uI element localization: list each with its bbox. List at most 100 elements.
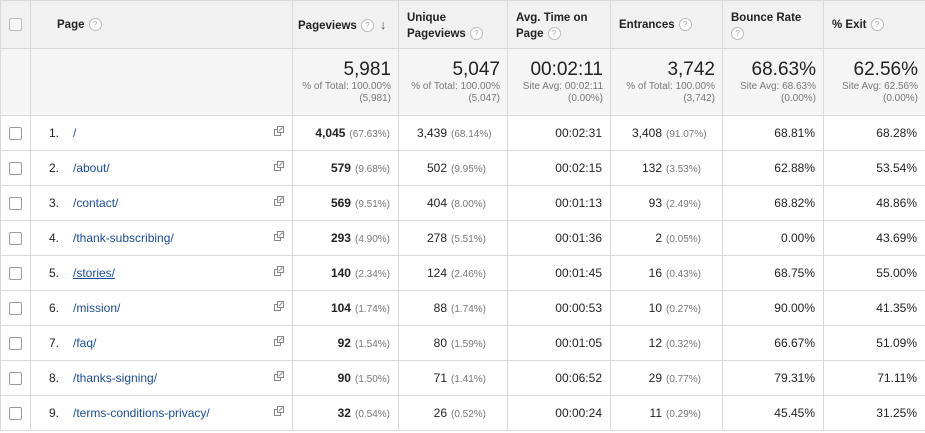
help-icon[interactable]: ? [678, 18, 692, 32]
entrances-cell: 29 (0.77%) [610, 360, 723, 396]
page-link[interactable]: /about/ [73, 161, 110, 175]
pageviews-percent: (2.34%) [354, 269, 390, 280]
header-pageviews[interactable]: Pageviews? ↓ [292, 0, 399, 49]
row-select-cell [0, 220, 31, 256]
page-cell: 7. /faq/ [30, 325, 293, 361]
row-number: 2. [48, 161, 59, 175]
unique-pageviews-cell: 80 (1.59%) [398, 325, 508, 361]
header-avg-time[interactable]: Avg. Time on Page? [507, 0, 611, 49]
header-entrances[interactable]: Entrances? [610, 0, 723, 49]
total-entrances-sub: % of Total: 100.00% (3,742) [626, 81, 715, 104]
open-external-icon[interactable] [274, 336, 284, 346]
exit-value: 48.86% [876, 196, 917, 210]
page-cell: 3. /contact/ [30, 185, 293, 221]
help-icon[interactable]: ? [88, 18, 102, 32]
exit-cell: 51.09% [823, 325, 925, 361]
pageviews-cell: 32 (0.54%) [292, 395, 399, 431]
header-unique-pageviews[interactable]: Unique Pageviews? [398, 0, 508, 49]
open-external-icon[interactable] [274, 196, 284, 206]
header-page-label: Page [57, 19, 85, 31]
sort-descending-icon[interactable]: ↓ [379, 17, 387, 32]
entrances-value: 29 [648, 371, 662, 385]
bounce-rate-cell: 79.31% [722, 360, 824, 396]
help-icon[interactable]: ? [870, 18, 884, 32]
table-row: 1. / 4,045 (67.63%) 3,439 (68.14%) 00:02:31… [0, 115, 925, 151]
row-checkbox[interactable] [9, 232, 22, 246]
help-icon[interactable]: ? [360, 19, 374, 33]
page-link[interactable]: /contact/ [73, 196, 119, 210]
exit-value: 51.09% [876, 336, 917, 350]
open-external-icon[interactable] [274, 161, 284, 171]
avg-time-value: 00:02:15 [555, 161, 602, 175]
row-number: 1. [48, 126, 59, 140]
entrances-cell: 132 (3.53%) [610, 150, 723, 186]
pageviews-percent: (1.50%) [354, 374, 390, 385]
page-link[interactable]: /thank-subscribing/ [73, 231, 174, 245]
row-checkbox[interactable] [9, 127, 22, 141]
row-checkbox[interactable] [9, 197, 22, 211]
unique-pageviews-percent: (1.41%) [451, 374, 487, 385]
page-link[interactable]: /mission/ [73, 301, 121, 315]
entrances-percent: (0.32%) [666, 339, 702, 350]
table-row: 2. /about/ 579 (9.68%) 502 (9.95%) 00:02:15… [0, 150, 925, 186]
row-checkbox[interactable] [9, 302, 22, 316]
bounce-rate-cell: 68.82% [722, 185, 824, 221]
avg-time-cell: 00:02:31 [507, 115, 611, 151]
avg-time-value: 00:02:31 [555, 126, 602, 140]
row-select-cell [0, 325, 31, 361]
bounce-rate-value: 90.00% [774, 301, 815, 315]
unique-pageviews-value: 124 [426, 266, 447, 280]
unique-pageviews-cell: 124 (2.46%) [398, 255, 508, 291]
avg-time-cell: 00:01:36 [507, 220, 611, 256]
header-page[interactable]: Page? [30, 0, 293, 49]
header-exit-label: % Exit [832, 19, 867, 31]
open-external-icon[interactable] [274, 406, 284, 416]
exit-cell: 41.35% [823, 290, 925, 326]
page-link[interactable]: / [73, 126, 77, 140]
page-link[interactable]: /faq/ [73, 336, 97, 350]
total-unique-pageviews-value: 5,047 [452, 59, 500, 80]
exit-value: 43.69% [876, 231, 917, 245]
total-pageviews-value: 5,981 [343, 59, 391, 80]
pageviews-value: 90 [337, 371, 351, 385]
unique-pageviews-value: 71 [433, 371, 447, 385]
avg-time-value: 00:00:53 [555, 301, 602, 315]
row-checkbox[interactable] [9, 407, 22, 421]
bounce-rate-value: 66.67% [774, 336, 815, 350]
row-checkbox[interactable] [9, 337, 22, 351]
row-checkbox[interactable] [9, 372, 22, 386]
open-external-icon[interactable] [274, 231, 284, 241]
help-icon[interactable]: ? [547, 27, 561, 41]
entrances-value: 16 [648, 266, 662, 280]
total-bounce-rate-sub: Site Avg: 68.63% (0.00%) [740, 81, 816, 104]
help-icon[interactable]: ? [731, 27, 744, 41]
row-number: 3. [48, 196, 59, 210]
total-pageviews: 5,981 % of Total: 100.00% (5,981) [292, 48, 399, 116]
open-external-icon[interactable] [274, 371, 284, 381]
pageviews-cell: 4,045 (67.63%) [292, 115, 399, 151]
row-number: 9. [48, 406, 59, 420]
open-external-icon[interactable] [274, 126, 284, 136]
pageviews-value: 140 [330, 266, 351, 280]
table-row: 9. /terms-conditions-privacy/ 32 (0.54%) 2… [0, 395, 925, 431]
unique-pageviews-cell: 278 (5.51%) [398, 220, 508, 256]
help-icon[interactable]: ? [469, 27, 483, 41]
page-cell: 5. /stories/ [30, 255, 293, 291]
row-checkbox[interactable] [9, 267, 22, 281]
page-link[interactable]: /thanks-signing/ [73, 371, 158, 385]
header-exit[interactable]: % Exit? [823, 0, 925, 49]
select-all-checkbox[interactable] [9, 18, 22, 31]
avg-time-cell: 00:00:53 [507, 290, 611, 326]
page-link[interactable]: /stories/ [73, 266, 116, 280]
page-link[interactable]: /terms-conditions-privacy/ [73, 406, 210, 420]
open-external-icon[interactable] [274, 301, 284, 311]
unique-pageviews-value: 88 [433, 301, 447, 315]
row-checkbox[interactable] [9, 162, 22, 176]
open-external-icon[interactable] [274, 266, 284, 276]
entrances-percent: (0.27%) [666, 304, 702, 315]
avg-time-value: 00:01:36 [555, 231, 602, 245]
exit-cell: 68.28% [823, 115, 925, 151]
unique-pageviews-percent: (2.46%) [451, 269, 487, 280]
unique-pageviews-value: 80 [433, 336, 447, 350]
header-bounce-rate[interactable]: Bounce Rate? [722, 0, 824, 49]
